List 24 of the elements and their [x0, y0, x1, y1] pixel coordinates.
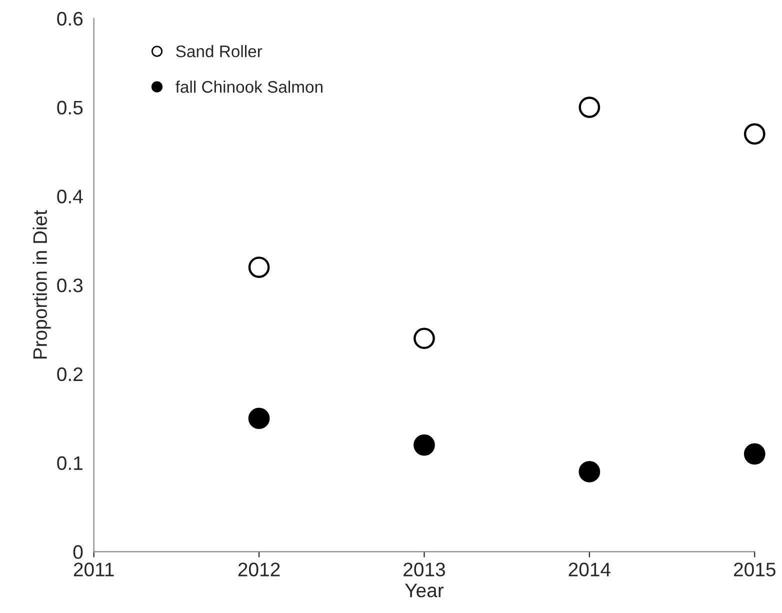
- y-tick-label: 0.2: [57, 367, 82, 382]
- x-tick-label: 2014: [568, 562, 610, 576]
- legend-label: Sand Roller: [176, 45, 262, 58]
- point: [578, 96, 600, 118]
- y-axis-title: Proportion in Diet: [32, 210, 51, 359]
- point: [414, 328, 435, 350]
- y-tick-label: 0.6: [57, 12, 83, 26]
- x-tick-label: 2012: [238, 562, 280, 576]
- x-tick-label: 2013: [404, 562, 446, 576]
- point: [248, 408, 270, 430]
- y-tick-label: 0.5: [57, 100, 83, 115]
- x-tick-label: 2015: [734, 562, 776, 576]
- point: [248, 256, 270, 278]
- y-tick-label: 0: [73, 545, 83, 559]
- y-tick-label: 0.4: [57, 190, 83, 204]
- point: [744, 123, 766, 145]
- point: [744, 443, 766, 465]
- point: [414, 434, 435, 456]
- y-tick-label: 0.3: [57, 278, 83, 292]
- x-tick-label: 2011: [74, 562, 114, 576]
- legend-label: fall Chinook Salmon: [176, 80, 322, 93]
- x-axis-title: Year: [405, 584, 444, 598]
- y-tick-label: 0.1: [57, 456, 82, 470]
- point: [578, 461, 600, 482]
